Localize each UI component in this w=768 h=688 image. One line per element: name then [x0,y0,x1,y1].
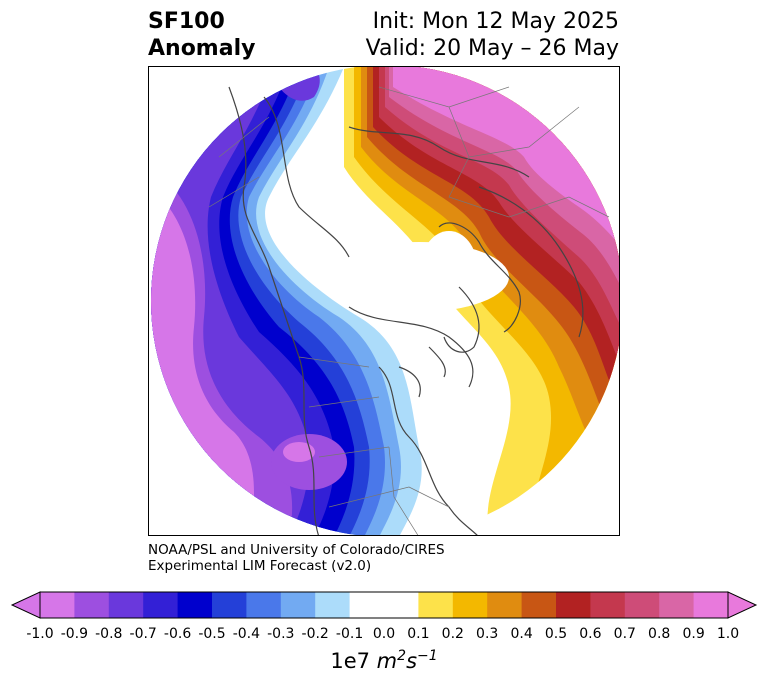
colorbar-bin [452,592,488,618]
colorbar-bin [212,592,247,618]
credit-line-1: NOAA/PSL and University of Colorado/CIRE… [148,542,445,558]
borders [208,86,610,535]
colorbar-bin [659,592,695,618]
neutral-region [329,242,509,312]
colorbar-bin [693,592,729,618]
colorbar-tick-label: -0.1 [335,626,364,642]
colorbar-bin [384,592,419,618]
colorbar-under-arrow [10,591,41,619]
colorbar-tick-label: 1.0 [716,626,740,642]
colorbar [10,591,758,619]
colorbar-bin [624,592,660,618]
colorbar-tick-label: 0.3 [476,626,499,642]
variable-name: SF100 [148,9,225,34]
unit-s: s [406,649,418,673]
colorbar-bin [521,592,557,618]
colorbar-bin [280,592,316,618]
field-type: Anomaly [148,36,256,61]
colorbar-bin [418,592,454,618]
colorbar-tick-label: 0.7 [613,626,636,642]
forecast-dates: Init: Mon 12 May 2025 Valid: 20 May – 26… [366,8,619,62]
colorbar-tick-label: 0.9 [682,626,705,642]
colorbar-bin [74,592,110,618]
credit-text: NOAA/PSL and University of Colorado/CIRE… [148,542,445,574]
anomaly-core-west-max [283,442,315,462]
colorbar-tick-label: -0.5 [198,626,226,642]
colorbar-ticks: -1.0 -0.9 -0.8 -0.7 -0.6 -0.5 -0.4 -0.3 -0.2 -0.1… [0,626,768,646]
credit-line-2: Experimental LIM Forecast (v2.0) [148,558,372,574]
unit-s-exp: −1 [417,648,438,664]
colorbar-bin [487,592,523,618]
unit-prefix: 1e7 [330,649,370,673]
colorbar-unit-label: 1e7 m2s−1 [0,648,768,673]
colorbar-bin [40,592,75,618]
colorbar-bin [143,592,179,618]
unit-m: m [376,649,398,673]
coastlines [228,86,584,535]
colorbar-bin [590,592,626,618]
colorbar-bin [556,592,591,618]
colorbar-tick-label: 0.1 [407,626,430,642]
colorbar-tick-label: -0.8 [95,626,123,642]
colorbar-tick-label: 0.5 [544,626,568,642]
colorbar-tick-label: -0.7 [129,626,157,642]
colorbar-tick-label: 0.4 [510,626,533,642]
colorbar-tick-label: -1.0 [26,626,54,642]
colorbar-tick-label: -0.9 [60,626,89,642]
colorbar-bin [349,592,385,618]
colorbar-outline [39,591,729,619]
anomaly-field [151,67,619,535]
colorbar-bin [246,592,282,618]
neutral-region-2 [421,231,477,303]
colorbar-tick-label: 0.8 [648,626,671,642]
colorbar-bin [315,592,351,618]
map-title: SF100 Anomaly [148,8,255,62]
colorbar-bin [177,592,213,618]
polar-map [151,67,619,535]
colorbar-tick-label: -0.2 [301,626,329,642]
map-panel [148,66,620,536]
unit-m-exp: 2 [397,648,407,664]
colorbar-tick-label: 0.0 [372,626,396,642]
init-date: Init: Mon 12 May 2025 [372,9,619,34]
colorbar-tick-label: 0.2 [441,626,464,642]
colorbar-tick-label: 0.6 [579,626,602,642]
anomaly-core-west [271,434,347,490]
colorbar-over-arrow [727,591,758,619]
valid-period: Valid: 20 May – 26 May [365,36,619,61]
colorbar-tick-label: -0.3 [267,626,295,642]
colorbar-bin [108,592,144,618]
colorbar-tick-label: -0.4 [232,626,261,642]
colorbar-tick-label: -0.6 [163,626,192,642]
